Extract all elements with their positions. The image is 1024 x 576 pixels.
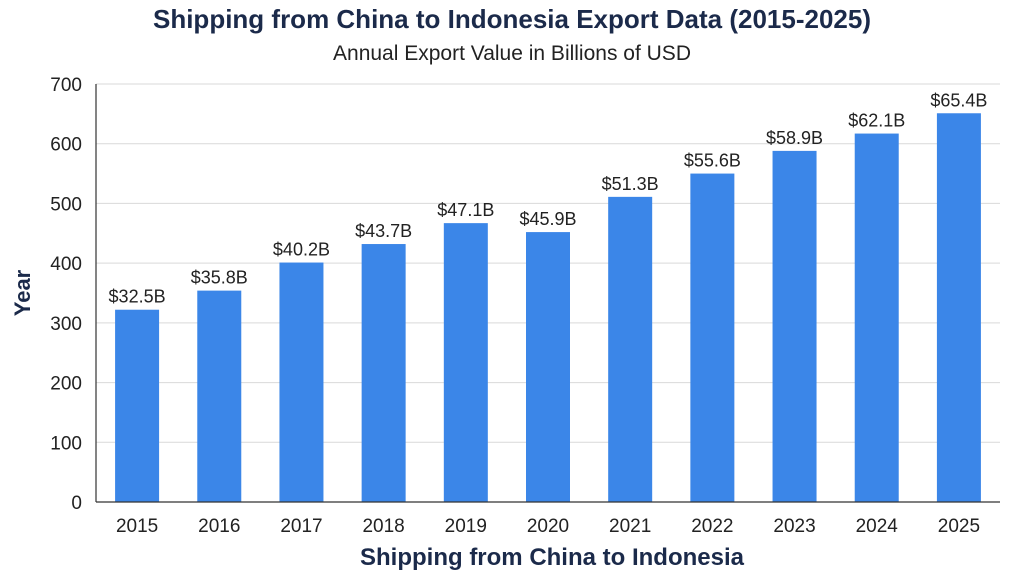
y-tick-label: 500	[50, 194, 82, 215]
y-tick-label: 100	[50, 433, 82, 454]
data-label-2022: $55.6B	[684, 151, 741, 171]
bar-2025	[936, 113, 981, 502]
data-label-2019: $47.1B	[437, 200, 494, 220]
chart-subtitle: Annual Export Value in Billions of USD	[333, 42, 691, 65]
bar-2024	[854, 133, 899, 502]
y-axis-label: Year	[10, 269, 35, 316]
x-tick-label-2020: 2020	[527, 516, 569, 537]
data-label-2021: $51.3B	[602, 174, 659, 194]
x-tick-label-2017: 2017	[280, 516, 322, 537]
bar-2018	[361, 244, 406, 502]
x-tick-label-2015: 2015	[116, 516, 158, 537]
data-label-2016: $35.8B	[191, 268, 248, 288]
x-tick-label-2021: 2021	[609, 516, 651, 537]
bar-2019	[443, 223, 488, 503]
y-tick-label: 200	[50, 374, 82, 395]
bar-2022	[690, 173, 735, 503]
data-label-2023: $58.9B	[766, 128, 823, 148]
y-tick-label: 300	[50, 314, 82, 335]
y-tick-label: 0	[71, 493, 82, 514]
data-label-2015: $32.5B	[109, 287, 166, 307]
y-tick-label: 700	[50, 75, 82, 96]
bars	[115, 113, 981, 503]
bar-2017	[279, 262, 324, 502]
x-tick-label-2025: 2025	[938, 516, 980, 537]
bar-2020	[526, 232, 570, 502]
data-label-2020: $45.9B	[519, 209, 576, 229]
y-tick-label: 400	[50, 254, 82, 275]
y-axis-ticks: 0 100 200 300 400 500 600 700	[50, 75, 82, 514]
bar-2021	[608, 196, 653, 503]
x-axis-ticks: 2015 2016 2017 2018 2019 2020 2021 2022 2023 2024…	[116, 516, 980, 537]
x-tick-label-2024: 2024	[856, 516, 899, 537]
bar-2016	[197, 290, 242, 502]
bar-2015	[115, 309, 160, 502]
data-label-2018: $43.7B	[355, 221, 412, 241]
x-tick-label-2019: 2019	[445, 516, 487, 537]
x-axis-label: Shipping from China to Indonesia	[360, 544, 745, 571]
bar-2023	[772, 150, 817, 502]
x-tick-label-2022: 2022	[691, 516, 733, 537]
data-label-2017: $40.2B	[273, 240, 330, 260]
y-tick-label: 600	[50, 135, 82, 156]
data-label-2024: $62.1B	[848, 111, 905, 131]
chart-title: Shipping from China to Indonesia Export …	[153, 4, 871, 34]
x-tick-label-2018: 2018	[362, 516, 404, 537]
data-labels: $32.5B $35.8B $40.2B $43.7B $47.1B $45.9B $51.…	[109, 90, 988, 306]
x-tick-label-2016: 2016	[198, 516, 240, 537]
data-label-2025: $65.4B	[930, 90, 987, 110]
x-tick-label-2023: 2023	[773, 516, 815, 537]
